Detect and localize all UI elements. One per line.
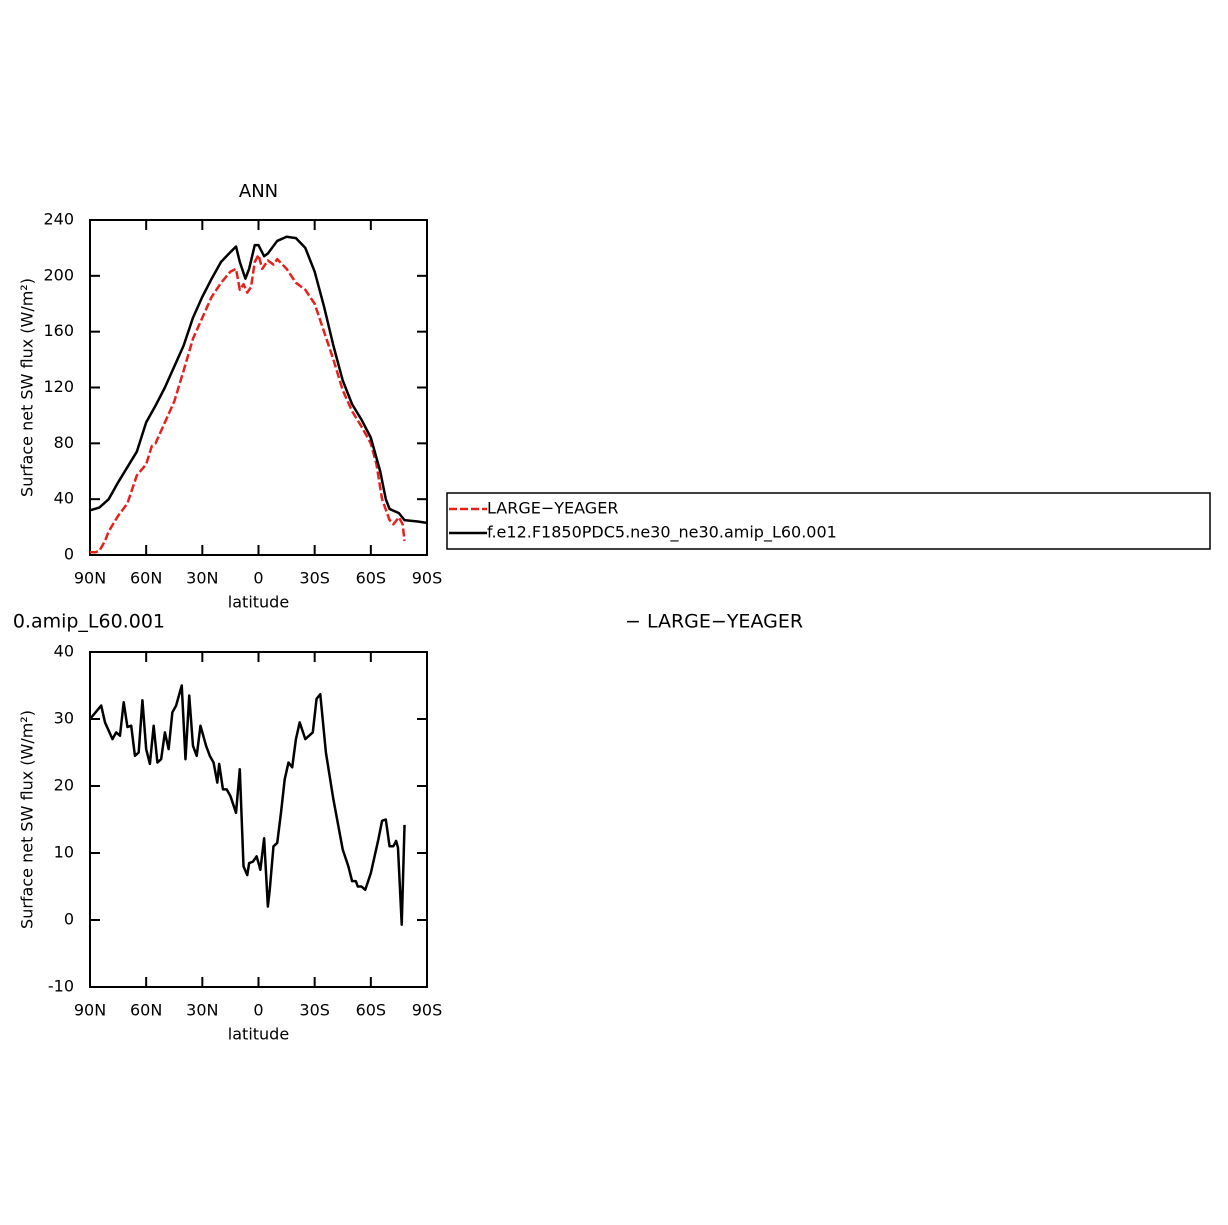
y-tick-label: 20 — [54, 776, 74, 795]
y-tick-label: 40 — [54, 489, 74, 508]
legend-label: LARGE−YEAGER — [487, 499, 618, 518]
x-tick-label: 60S — [356, 1001, 387, 1020]
x-tick-label: 90S — [412, 569, 443, 588]
chart-title-left: 0.amip_L60.001 — [13, 611, 165, 633]
data-line — [89, 235, 428, 525]
y-tick-label: 40 — [54, 642, 74, 661]
chart-title-right: − LARGE−YEAGER — [625, 611, 803, 633]
x-tick-label: 60N — [130, 1001, 162, 1020]
y-axis-label: Surface net SW flux (W/m²) — [18, 710, 37, 929]
x-tick-label: 0 — [253, 1001, 263, 1020]
plot-frame — [89, 219, 428, 556]
x-tick-label: 30S — [299, 569, 330, 588]
data-line — [90, 253, 406, 554]
x-tick-label: 90N — [74, 569, 106, 588]
y-tick-label: 30 — [54, 709, 74, 728]
y-tick-label: 0 — [64, 910, 74, 929]
y-axis-label: Surface net SW flux (W/m²) — [18, 278, 37, 497]
y-tick-label: 80 — [54, 433, 74, 452]
data-line — [89, 684, 406, 926]
y-tick-label: 160 — [43, 321, 74, 340]
y-tick-label: 0 — [64, 545, 74, 564]
x-tick-label: 30N — [186, 1001, 218, 1020]
y-tick-label: -10 — [48, 977, 74, 996]
plot-frame — [89, 651, 428, 988]
x-tick-label: 30N — [186, 569, 218, 588]
y-tick-label: 200 — [43, 265, 74, 284]
x-axis-label: latitude — [228, 593, 289, 612]
legend-box — [446, 492, 1211, 550]
x-tick-label: 60S — [356, 569, 387, 588]
x-tick-label: 90N — [74, 1001, 106, 1020]
y-tick-label: 120 — [43, 377, 74, 396]
y-tick-label: 240 — [43, 210, 74, 229]
y-tick-label: 10 — [54, 843, 74, 862]
x-axis-label: latitude — [228, 1025, 289, 1044]
x-tick-label: 30S — [299, 1001, 330, 1020]
x-tick-label: 60N — [130, 569, 162, 588]
x-tick-label: 90S — [412, 1001, 443, 1020]
x-tick-label: 0 — [253, 569, 263, 588]
chart-title: ANN — [239, 181, 278, 202]
legend-label: f.e12.F1850PDC5.ne30_ne30.amip_L60.001 — [487, 523, 837, 543]
